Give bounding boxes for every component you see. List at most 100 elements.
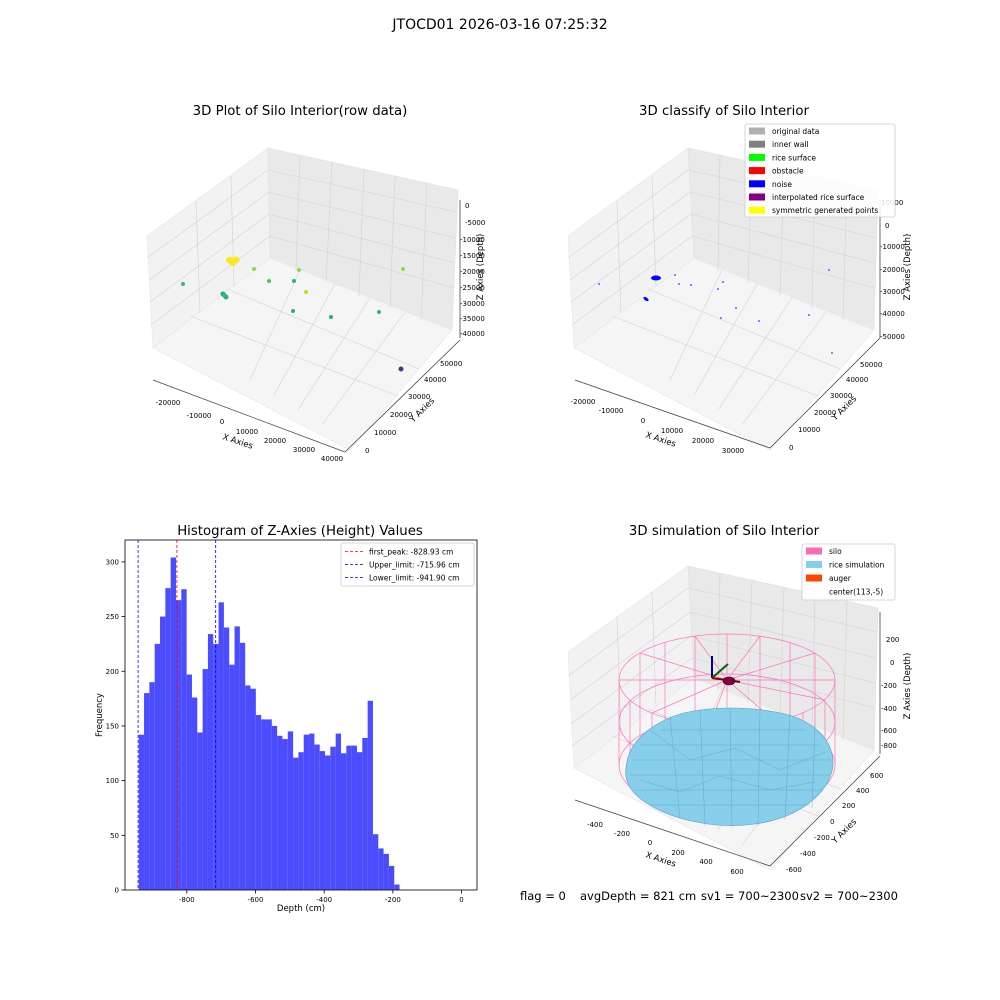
plot1-ztick: -20000 bbox=[460, 268, 485, 276]
plot1-gridlines bbox=[146, 154, 458, 426]
plot1-xtick: 20000 bbox=[264, 437, 286, 445]
legend-swatch bbox=[749, 153, 765, 161]
plot4-ztick: -200 bbox=[881, 682, 897, 690]
plot3-frame bbox=[124, 539, 478, 891]
histogram-bar bbox=[266, 719, 272, 890]
legend-label: interpolated rice surface bbox=[772, 193, 865, 202]
histogram-bar bbox=[234, 626, 240, 890]
plot2-y-ticks: 0 10000 20000 30000 40000 50000 bbox=[789, 361, 882, 452]
histogram-bar bbox=[309, 733, 315, 890]
plot4-ztick: -800 bbox=[881, 742, 897, 750]
histogram-bar bbox=[218, 602, 224, 890]
histogram-bar bbox=[303, 734, 310, 890]
plot1-ytick: 40000 bbox=[424, 376, 446, 384]
plot1-xtick: 0 bbox=[220, 418, 224, 426]
plot2-xtick: 10000 bbox=[661, 427, 683, 435]
histogram-bar bbox=[298, 752, 304, 890]
histogram-bar bbox=[314, 744, 320, 890]
sv1-text: sv1 = 700~2300 bbox=[701, 889, 799, 903]
flag-text: flag = 0 bbox=[520, 889, 566, 903]
y-tick-label: 200 bbox=[106, 668, 119, 676]
plot2-ytick: 30000 bbox=[830, 392, 852, 400]
legend-swatch bbox=[806, 561, 822, 568]
plot1-xtick: 30000 bbox=[293, 446, 315, 454]
x-tick-label: -800 bbox=[179, 896, 195, 904]
plot2-ztick: -30000 bbox=[880, 288, 905, 296]
plot1-xtick: 10000 bbox=[236, 428, 258, 436]
plot2-title: 3D classify of Silo Interior bbox=[639, 104, 809, 119]
plot3-title: Histogram of Z-Axies (Height) Values bbox=[177, 524, 423, 539]
figure-suptitle: JTOCD01 2026-03-16 07:25:32 bbox=[392, 17, 608, 33]
y-tick-label: 100 bbox=[106, 777, 119, 785]
legend-label: obstacle bbox=[772, 167, 804, 176]
legend-label: noise bbox=[772, 180, 792, 189]
histogram-bar bbox=[197, 732, 203, 890]
plot3-legend: first_peak: -828.93 cm Upper_limit: -715.… bbox=[340, 542, 475, 587]
plot4-ztick: -400 bbox=[881, 705, 897, 713]
plot1-xtick: -10000 bbox=[187, 412, 212, 420]
plot3-reference-lines bbox=[137, 540, 217, 890]
plot2-ytick: 0 bbox=[789, 444, 793, 452]
plot4-ztick: 200 bbox=[886, 636, 899, 644]
histogram-bar bbox=[277, 735, 283, 890]
plot2-xtick: -10000 bbox=[599, 407, 624, 415]
legend-label: Upper_limit: -715.96 cm bbox=[369, 561, 460, 570]
legend-swatch bbox=[749, 140, 765, 148]
histogram-bar bbox=[229, 664, 235, 890]
avg-depth-text: avgDepth = 821 cm bbox=[580, 889, 697, 903]
histogram-bar bbox=[170, 557, 176, 890]
histogram-bar bbox=[154, 643, 161, 890]
x-tick-label: -200 bbox=[385, 896, 401, 904]
plot1-ytick: 30000 bbox=[408, 393, 430, 401]
legend-label: center(113,-5) bbox=[829, 588, 883, 597]
plot2-xtick: 20000 bbox=[692, 437, 714, 445]
legend-label: silo bbox=[829, 547, 842, 556]
legend-label: Lower_limit: -941.90 cm bbox=[369, 574, 459, 583]
plot4-auger bbox=[711, 656, 741, 686]
histogram-bar bbox=[250, 688, 256, 890]
legend-label: original data bbox=[772, 127, 819, 136]
histogram-bar bbox=[245, 685, 251, 890]
plot4-x-ticks: -400 -200 0 200 400 600 bbox=[587, 821, 744, 876]
plot1-data-points bbox=[181, 256, 405, 372]
histogram-bar bbox=[346, 745, 352, 890]
plot4-xtick: 0 bbox=[648, 839, 652, 847]
histogram-bar bbox=[367, 700, 373, 890]
histogram-bar bbox=[186, 674, 192, 890]
histogram-bar bbox=[271, 725, 278, 890]
plot1-ytick: 20000 bbox=[390, 411, 412, 419]
histogram-bar bbox=[165, 588, 171, 890]
legend-label: auger bbox=[829, 574, 852, 583]
plot2-ztick: -20000 bbox=[880, 266, 905, 274]
plot1-ytick: 0 bbox=[365, 447, 369, 455]
plot1-zlabel: Z Axies (Depth) bbox=[476, 234, 486, 301]
plot4-ytick: -400 bbox=[800, 850, 816, 858]
plot1-xtick: 40000 bbox=[321, 455, 343, 463]
plot4-ytick: -600 bbox=[786, 866, 802, 874]
legend-swatch bbox=[749, 167, 765, 175]
plot3-xlabel: Depth (cm) bbox=[277, 904, 325, 914]
plot4-xtick: -200 bbox=[614, 830, 630, 838]
plot1-axis-lines bbox=[152, 200, 461, 453]
plot1-ztick: -5000 bbox=[465, 219, 485, 227]
plot4-ztick: -600 bbox=[881, 727, 897, 735]
plot1-title: 3D Plot of Silo Interior(row data) bbox=[192, 104, 408, 119]
histogram-bar bbox=[394, 884, 400, 890]
histogram-bar bbox=[287, 731, 294, 890]
plot4-title: 3D simulation of Silo Interior bbox=[628, 524, 820, 539]
y-tick-label: 150 bbox=[106, 722, 119, 730]
plot1-ztick: -40000 bbox=[460, 330, 485, 338]
legend-swatch bbox=[749, 127, 765, 135]
plot4-xtick: 400 bbox=[699, 858, 712, 866]
plot2-xtick: -20000 bbox=[571, 398, 596, 406]
histogram-bar bbox=[149, 682, 155, 890]
histogram-bar bbox=[202, 669, 208, 890]
plot1-ytick: 50000 bbox=[440, 360, 462, 368]
plot4-axis-lines bbox=[574, 612, 881, 867]
histogram-bar bbox=[378, 848, 384, 890]
plot3-ylabel: Frequency bbox=[95, 693, 105, 737]
plot1-ztick: -10000 bbox=[460, 236, 485, 244]
